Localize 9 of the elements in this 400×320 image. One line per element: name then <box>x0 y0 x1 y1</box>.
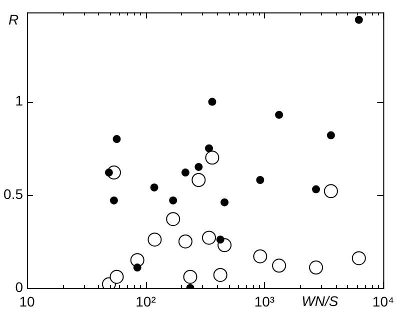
y-tick-label: 0 <box>15 278 24 295</box>
y-tick-label: 0.5 <box>4 186 24 202</box>
x-tick-label: 10² <box>136 293 156 310</box>
y-tick-label: 1 <box>15 92 24 109</box>
y-axis-title: R <box>8 11 19 28</box>
x-axis-title: WN/S <box>302 292 339 309</box>
x-tick-label: 10⁴ <box>372 293 394 310</box>
x-tick-label: 10³ <box>254 293 275 310</box>
x-tick-label: 10 <box>19 293 35 310</box>
